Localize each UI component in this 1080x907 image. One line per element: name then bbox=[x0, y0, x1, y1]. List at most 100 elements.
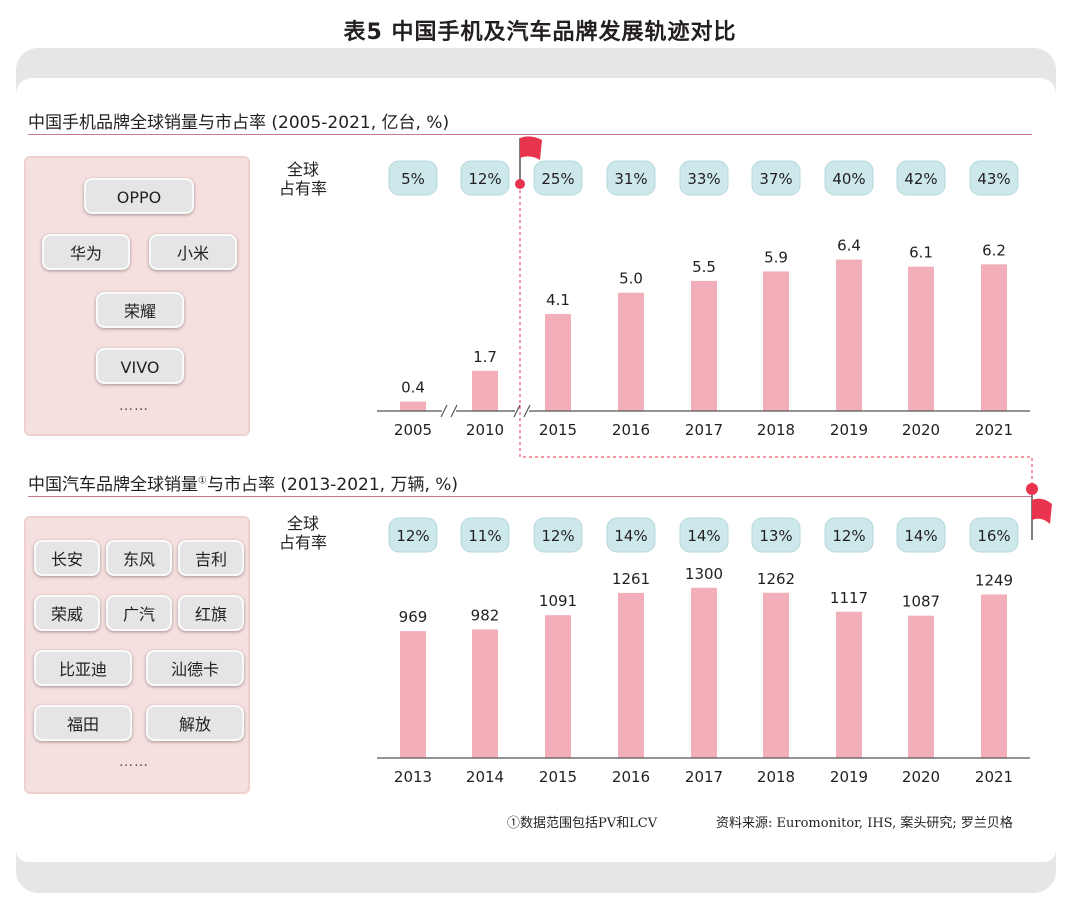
share-label-line1: 全球 bbox=[286, 514, 319, 533]
value-label: 5.0 bbox=[619, 270, 643, 288]
phone-brands-more: …… bbox=[119, 398, 149, 414]
brand-chip-changan: 长安 bbox=[34, 540, 100, 576]
share-pill-label: 14% bbox=[687, 527, 720, 545]
bar bbox=[763, 271, 789, 411]
x-tick-label: 2019 bbox=[830, 768, 868, 786]
footnote-marker: ① bbox=[198, 475, 207, 487]
brand-chip-honor: 荣耀 bbox=[96, 292, 184, 328]
x-tick-label: 2017 bbox=[685, 421, 723, 439]
share-pill bbox=[388, 517, 438, 553]
bar bbox=[836, 611, 862, 758]
share-label-line2: 占有率 bbox=[278, 533, 327, 552]
auto-brands-more: …… bbox=[119, 754, 149, 770]
auto-share-label: 全球 占有率 bbox=[276, 514, 330, 552]
value-label: 1261 bbox=[612, 570, 650, 588]
bar bbox=[908, 615, 934, 758]
bar bbox=[618, 292, 644, 411]
x-tick-label: 2017 bbox=[685, 768, 723, 786]
brand-chip-huawei: 华为 bbox=[42, 234, 130, 270]
footnote-note: ①数据范围包括PV和LCV bbox=[507, 816, 658, 831]
share-pill-label: 14% bbox=[614, 527, 647, 545]
share-pill-label: 5% bbox=[401, 170, 425, 188]
x-tick-label: 2013 bbox=[394, 768, 432, 786]
brand-chip-gac: 广汽 bbox=[106, 595, 172, 631]
bar bbox=[763, 592, 789, 758]
share-pill-label: 14% bbox=[904, 527, 937, 545]
share-pill-label: 13% bbox=[759, 527, 792, 545]
bar bbox=[545, 615, 571, 758]
value-label: 6.1 bbox=[909, 244, 933, 262]
share-pill-label: 33% bbox=[687, 170, 720, 188]
x-tick-label: 2014 bbox=[466, 768, 504, 786]
value-label: 1.7 bbox=[473, 348, 497, 366]
x-tick-label: 2019 bbox=[830, 421, 868, 439]
value-label: 1300 bbox=[685, 565, 723, 583]
value-label: 982 bbox=[471, 606, 500, 624]
phone-share-label: 全球 占有率 bbox=[276, 160, 330, 198]
share-pill bbox=[606, 517, 656, 553]
x-tick-label: 2021 bbox=[975, 421, 1013, 439]
share-pill-label: 25% bbox=[541, 170, 574, 188]
x-tick-label: 2016 bbox=[612, 768, 650, 786]
brand-chip-roewe: 荣威 bbox=[34, 595, 100, 631]
x-tick-label: 2018 bbox=[757, 768, 795, 786]
auto-section-title-main: 中国汽车品牌全球销量 bbox=[28, 475, 198, 495]
brand-chip-dongfeng: 东风 bbox=[106, 540, 172, 576]
share-pill bbox=[533, 517, 583, 553]
share-label-line1: 全球 bbox=[286, 160, 319, 179]
brand-chip-sitrak: 汕德卡 bbox=[146, 650, 244, 686]
x-tick-label: 2021 bbox=[975, 768, 1013, 786]
share-pill bbox=[969, 517, 1019, 553]
value-label: 1262 bbox=[757, 570, 795, 588]
bar bbox=[472, 629, 498, 758]
x-tick-label: 2016 bbox=[612, 421, 650, 439]
bar bbox=[981, 594, 1007, 758]
bar bbox=[981, 264, 1007, 411]
share-pill bbox=[388, 160, 438, 196]
phone-chart: 5% 12% 25% 31% 33% 37% 40% 42% 43% 0.4 2005 1.7 2010… bbox=[377, 160, 1030, 439]
brand-chip-byd: 比亚迪 bbox=[34, 650, 132, 686]
auto-section-title-tail: 与市占率 (2013-2021, 万辆, %) bbox=[206, 475, 459, 495]
x-tick-label: 2020 bbox=[902, 768, 940, 786]
bar bbox=[472, 370, 498, 411]
share-pill-label: 12% bbox=[468, 170, 501, 188]
value-label: 5.5 bbox=[692, 258, 716, 276]
phone-section-rule bbox=[28, 134, 1032, 135]
value-label: 5.9 bbox=[764, 248, 788, 266]
share-pill-label: 42% bbox=[904, 170, 937, 188]
brand-chip-xiaomi: 小米 bbox=[149, 234, 237, 270]
value-label: 6.4 bbox=[837, 237, 861, 255]
bar bbox=[691, 280, 717, 411]
bar bbox=[400, 401, 426, 411]
value-label: 4.1 bbox=[546, 291, 570, 309]
share-pill bbox=[679, 517, 729, 553]
brand-chip-geely: 吉利 bbox=[178, 540, 244, 576]
auto-brand-panel: 长安 东风 吉利 荣威 广汽 红旗 比亚迪 汕德卡 福田 解放 …… bbox=[24, 516, 250, 794]
brand-chip-jiefang: 解放 bbox=[146, 705, 244, 741]
bar bbox=[836, 259, 862, 411]
axis-break-mark bbox=[450, 404, 458, 418]
value-label: 6.2 bbox=[982, 241, 1006, 259]
axis-break-mark bbox=[513, 404, 521, 418]
brand-chip-hongqi: 红旗 bbox=[178, 595, 244, 631]
share-pill bbox=[751, 517, 801, 553]
share-pill-label: 12% bbox=[832, 527, 865, 545]
x-tick-label: 2018 bbox=[757, 421, 795, 439]
bar bbox=[618, 592, 644, 758]
share-pill-label: 37% bbox=[759, 170, 792, 188]
brand-chip-vivo: VIVO bbox=[96, 348, 184, 384]
auto-chart: 12% 11% 12% 14% 14% 13% 12% 14% 16% 969 2013 982 201… bbox=[377, 517, 1030, 786]
value-label: 1117 bbox=[830, 589, 868, 607]
share-pill-label: 16% bbox=[977, 527, 1010, 545]
share-pill-label: 40% bbox=[832, 170, 865, 188]
phone-brand-panel: OPPO 华为 小米 荣耀 VIVO …… bbox=[24, 156, 250, 436]
page-title: 表5 中国手机及汽车品牌发展轨迹对比 bbox=[343, 20, 737, 45]
axis-break-mark bbox=[440, 404, 448, 418]
value-label: 1087 bbox=[902, 593, 940, 611]
value-label: 1091 bbox=[539, 592, 577, 610]
x-tick-label: 2005 bbox=[394, 421, 432, 439]
value-label: 1249 bbox=[975, 571, 1013, 589]
bar bbox=[691, 587, 717, 758]
bar bbox=[545, 314, 571, 411]
share-pill-label: 12% bbox=[541, 527, 574, 545]
